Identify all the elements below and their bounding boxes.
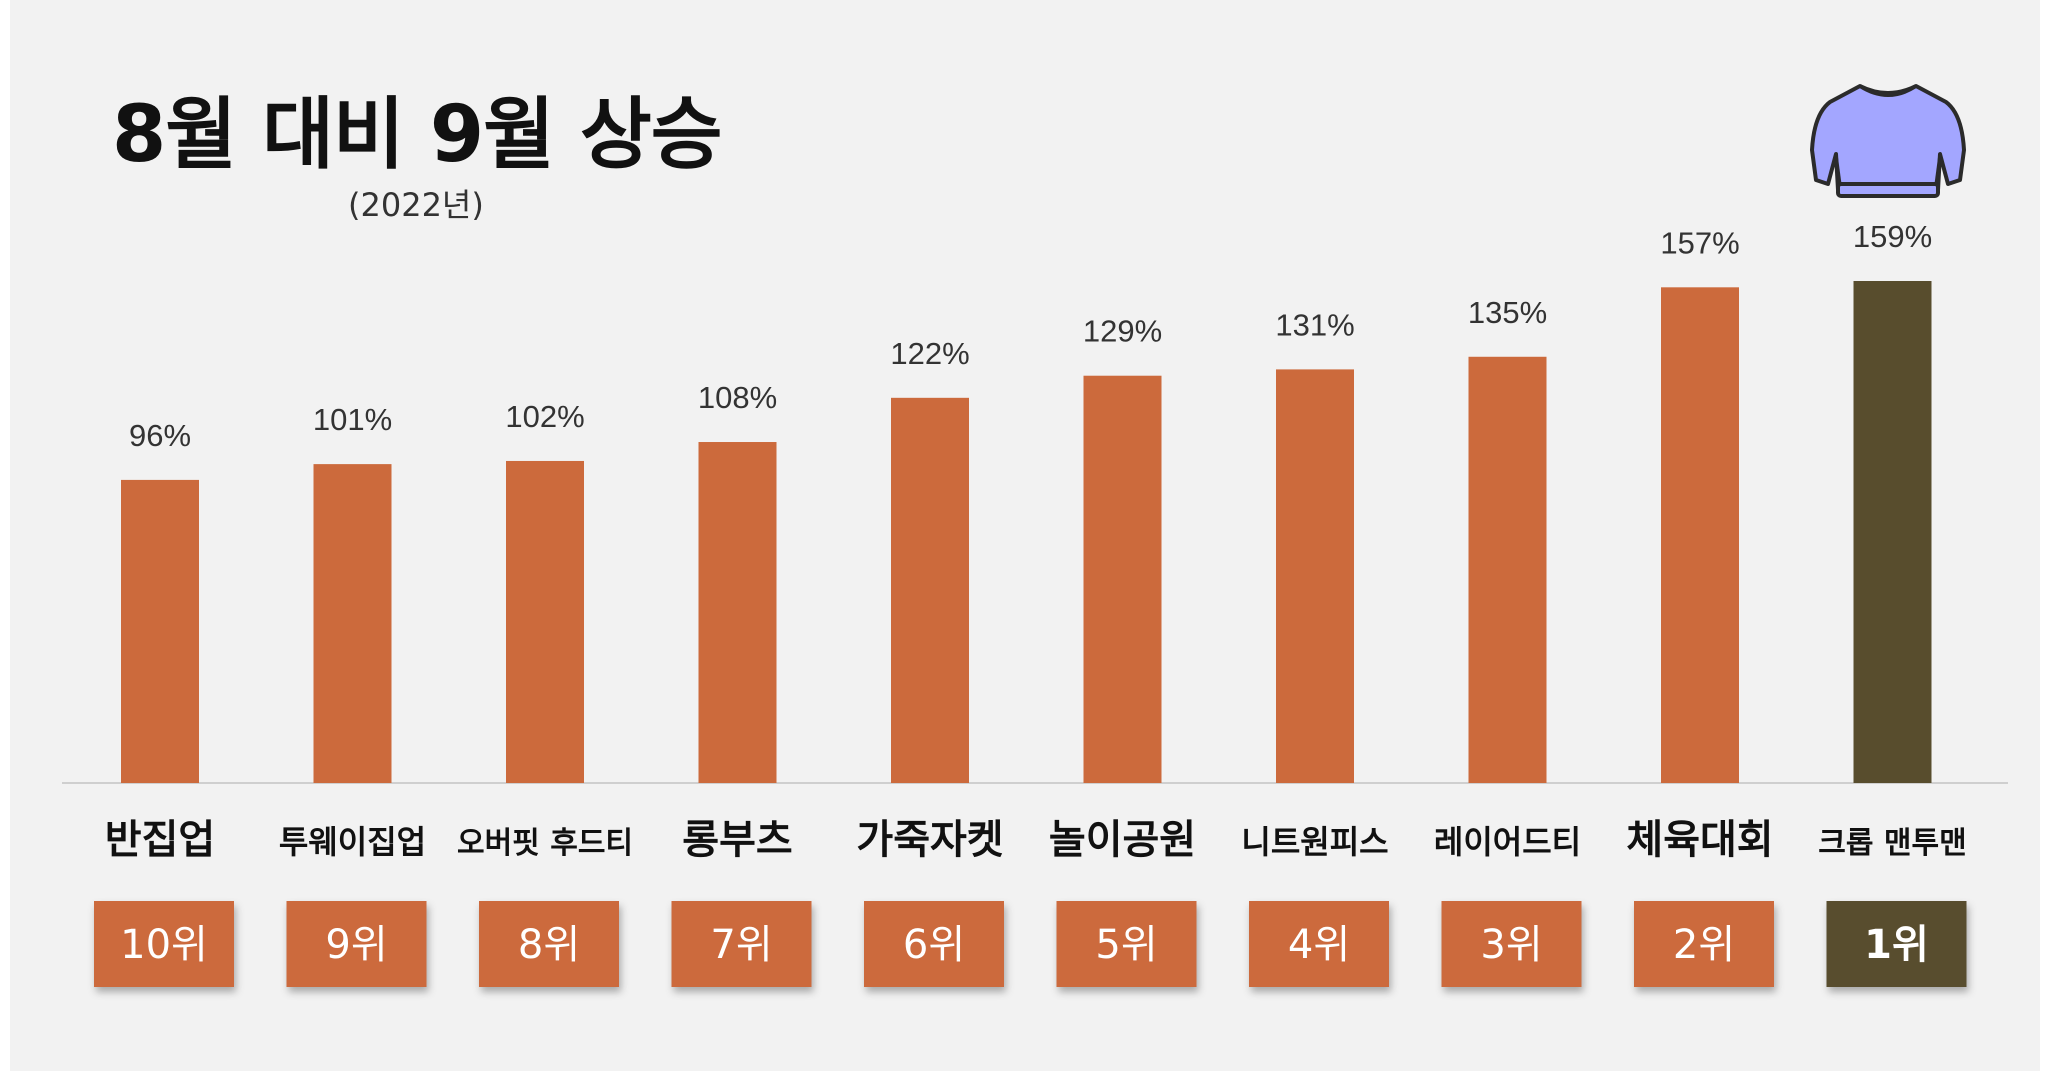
rank-label: 1위 xyxy=(1864,922,1929,968)
bar xyxy=(1853,281,1932,783)
rank-label: 7위 xyxy=(710,922,772,968)
rank-badge xyxy=(479,901,619,987)
rank-label: 4위 xyxy=(1288,922,1350,968)
rank-badge xyxy=(286,901,427,987)
rank-label: 2위 xyxy=(1673,922,1735,968)
rank-badge xyxy=(1249,901,1389,987)
bar xyxy=(891,397,969,783)
chart-title: 8월 대비 9월 상승 xyxy=(112,90,723,180)
rank-label: 10위 xyxy=(120,922,208,968)
category-label: 레이어드티 xyxy=(1434,823,1581,861)
rank-label: 3위 xyxy=(1480,922,1542,968)
category-label: 반집업 xyxy=(105,817,215,863)
chart-subtitle: (2022년) xyxy=(348,186,484,224)
rank-label: 5위 xyxy=(1095,922,1157,968)
rank-label: 9위 xyxy=(325,922,387,968)
bar xyxy=(1468,356,1547,783)
rank-badge xyxy=(1056,901,1197,987)
bar xyxy=(698,442,777,783)
rank-label: 8위 xyxy=(518,922,580,968)
bar xyxy=(121,479,199,783)
rank-badge xyxy=(1826,901,1967,987)
data-label: 157% xyxy=(1660,225,1739,260)
bar xyxy=(1083,375,1162,783)
category-label: 오버핏 후드티 xyxy=(457,826,633,861)
bar xyxy=(313,464,392,783)
category-label: 크롭 맨투맨 xyxy=(1818,826,1966,861)
rank-badge xyxy=(1634,901,1774,987)
rank-badge xyxy=(1441,901,1582,987)
rank-badge xyxy=(671,901,812,987)
rank-badge xyxy=(94,901,234,987)
data-label: 101% xyxy=(313,402,392,437)
category-label: 니트원피스 xyxy=(1241,823,1388,861)
category-label: 체육대회 xyxy=(1626,817,1773,863)
data-label: 102% xyxy=(505,399,584,434)
rank-label: 6위 xyxy=(903,922,965,968)
data-label: 131% xyxy=(1275,307,1354,342)
category-label: 가죽자켓 xyxy=(856,817,1003,863)
data-label: 122% xyxy=(890,336,969,371)
bar xyxy=(1661,287,1739,783)
bar xyxy=(1276,369,1354,783)
sweater-icon xyxy=(1810,84,1966,198)
data-label: 159% xyxy=(1853,219,1932,254)
data-label: 108% xyxy=(698,380,777,415)
data-label: 129% xyxy=(1083,314,1162,349)
data-label: 135% xyxy=(1468,295,1547,330)
category-label: 투웨이집업 xyxy=(279,823,426,861)
category-label: 롱부츠 xyxy=(682,817,792,863)
data-label: 96% xyxy=(129,418,191,453)
rank-badge xyxy=(864,901,1004,987)
category-label: 놀이공원 xyxy=(1049,817,1196,863)
bar xyxy=(506,460,584,783)
